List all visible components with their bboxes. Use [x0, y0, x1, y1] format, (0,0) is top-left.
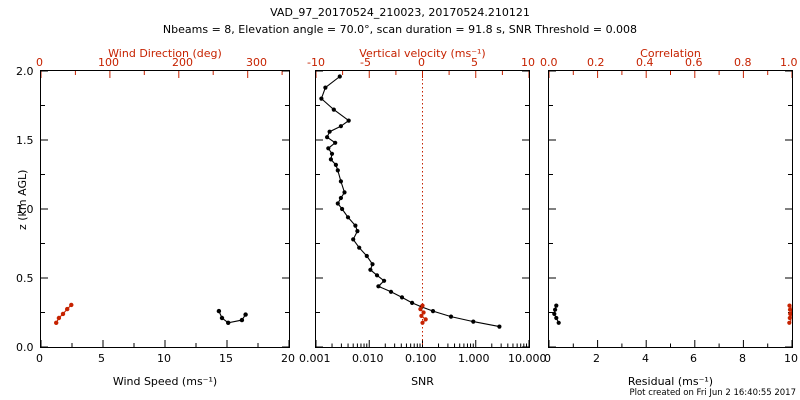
wind-speed-tick-0: 0	[36, 352, 43, 365]
vertical-velocity-series	[418, 303, 428, 325]
wind-speed-tick-15: 15	[219, 352, 233, 365]
vv-tick-5: 5	[471, 56, 478, 69]
y-tick-3: 1.5	[16, 134, 34, 147]
wind-speed-tick-5: 5	[98, 352, 105, 365]
wind-speed-tick-20: 20	[281, 352, 295, 365]
y-tick-1: 0.5	[16, 272, 34, 285]
wind-dir-tick-100: 100	[98, 56, 119, 69]
corr-tick-10: 1.0	[780, 56, 798, 69]
y-tick-4: 2.0	[16, 65, 34, 78]
residual-tick-4: 4	[642, 352, 649, 365]
residual-plot-svg	[549, 71, 792, 347]
wind-dir-tick-200: 200	[172, 56, 193, 69]
snr-plot-svg	[316, 71, 529, 347]
wind-speed-tick-10: 10	[157, 352, 171, 365]
corr-tick-02: 0.2	[587, 56, 605, 69]
snr-plot-area	[315, 70, 530, 348]
corr-tick-04: 0.4	[636, 56, 654, 69]
residual-series	[552, 303, 561, 325]
wind-speed-axis-label: Wind Speed (ms⁻¹)	[112, 375, 218, 388]
y-tick-2: 1.0	[16, 203, 34, 216]
wind-dir-tick-0: 0	[36, 56, 43, 69]
vv-tick-10: 10	[521, 56, 535, 69]
wind-direction-series	[54, 302, 74, 325]
snr-tick-3: 0.100	[405, 352, 437, 365]
y-tick-0: 0.0	[16, 341, 34, 354]
wind-dir-tick-300: 300	[246, 56, 267, 69]
corr-tick-06: 0.6	[685, 56, 703, 69]
residual-tick-10: 10	[784, 352, 798, 365]
snr-tick-1: 0.001	[299, 352, 331, 365]
correlation-series	[787, 303, 792, 325]
plot-title: VAD_97_20170524_210023, 20170524.210121	[270, 6, 530, 19]
plot-subtitle: Nbeams = 8, Elevation angle = 70.0°, sca…	[162, 23, 638, 36]
wind-direction-axis-label: Wind Direction (deg)	[108, 47, 222, 60]
corr-tick-00: 0.0	[540, 56, 558, 69]
wind-plot-area	[40, 70, 290, 348]
snr-axis-label: SNR	[411, 375, 434, 388]
y-axis-label: z (km AGL)	[16, 169, 29, 230]
residual-plot-area	[548, 70, 793, 348]
wind-plot-svg	[41, 71, 289, 347]
snr-tick-5: 10.000	[508, 352, 547, 365]
snr-tick-2: 0.010	[352, 352, 384, 365]
correlation-axis-label: Correlation	[640, 47, 701, 60]
plot-credit: Plot created on Fri Jun 2 16:40:55 2017	[629, 388, 796, 398]
residual-tick-2: 2	[593, 352, 600, 365]
snr-series	[319, 74, 502, 329]
vv-tick-0: 0	[418, 56, 425, 69]
residual-tick-8: 8	[739, 352, 746, 365]
vv-tick-m10: -10	[307, 56, 325, 69]
residual-axis-label: Residual (ms⁻¹)	[627, 375, 714, 388]
residual-tick-0: 0	[544, 352, 551, 365]
wind-speed-series	[216, 308, 248, 325]
corr-tick-08: 0.8	[734, 56, 752, 69]
vertical-velocity-axis-label: Vertical velocity (ms⁻¹)	[359, 47, 486, 60]
vv-tick-m5: -5	[360, 56, 371, 69]
residual-tick-6: 6	[690, 352, 697, 365]
snr-tick-4: 1.000	[458, 352, 490, 365]
